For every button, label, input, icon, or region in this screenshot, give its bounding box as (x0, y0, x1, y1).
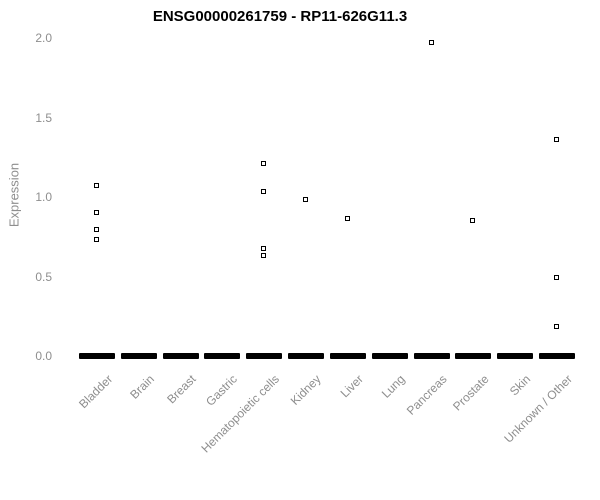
x-category-label: Bladder (75, 372, 115, 412)
data-point (94, 209, 99, 215)
data-point (428, 39, 434, 45)
y-tick-label: 1.0 (35, 190, 52, 204)
x-category-label: Pancreas (403, 372, 450, 418)
zero-expression-cluster (413, 353, 450, 359)
zero-expression-cluster (162, 353, 199, 359)
data-point (554, 324, 559, 330)
x-category-label: Brain (127, 372, 157, 402)
x-category-label: Skin (506, 372, 534, 399)
x-category-label: Kidney (288, 372, 324, 408)
x-category-label: Liver (337, 372, 366, 401)
zero-expression-cluster (329, 353, 366, 359)
y-tick-label: 0.0 (35, 349, 52, 363)
zero-expression-cluster (539, 353, 575, 359)
y-tick-label: 2.0 (35, 31, 52, 45)
x-category-label: Prostate (449, 372, 492, 414)
zero-expression-cluster (79, 353, 115, 359)
data-point (470, 217, 476, 223)
data-point (94, 182, 99, 188)
zero-expression-cluster (204, 353, 241, 359)
data-point (94, 236, 99, 242)
data-point (261, 252, 267, 258)
data-point (344, 216, 350, 222)
data-point (303, 197, 309, 203)
data-point (261, 189, 267, 195)
data-point (261, 246, 267, 252)
zero-expression-cluster (246, 353, 283, 359)
y-tick-label: 1.5 (35, 110, 52, 125)
zero-expression-cluster (120, 353, 157, 359)
x-category-label: Breast (164, 372, 199, 407)
zero-expression-cluster (288, 353, 325, 359)
zero-expression-cluster (371, 353, 408, 359)
y-tick-label: 0.5 (35, 269, 52, 284)
x-category-label: Hematopoietic cells (198, 372, 283, 456)
x-category-label: Lung (378, 372, 408, 401)
x-category-label: Gastric (203, 372, 241, 409)
data-point (94, 227, 99, 233)
zero-expression-cluster (497, 353, 534, 359)
data-point (261, 160, 267, 166)
zero-expression-cluster (455, 353, 492, 359)
chart-title: ENSG00000261759 - RP11-626G11.3 (152, 8, 408, 25)
data-point (554, 136, 559, 142)
data-point (554, 275, 559, 281)
